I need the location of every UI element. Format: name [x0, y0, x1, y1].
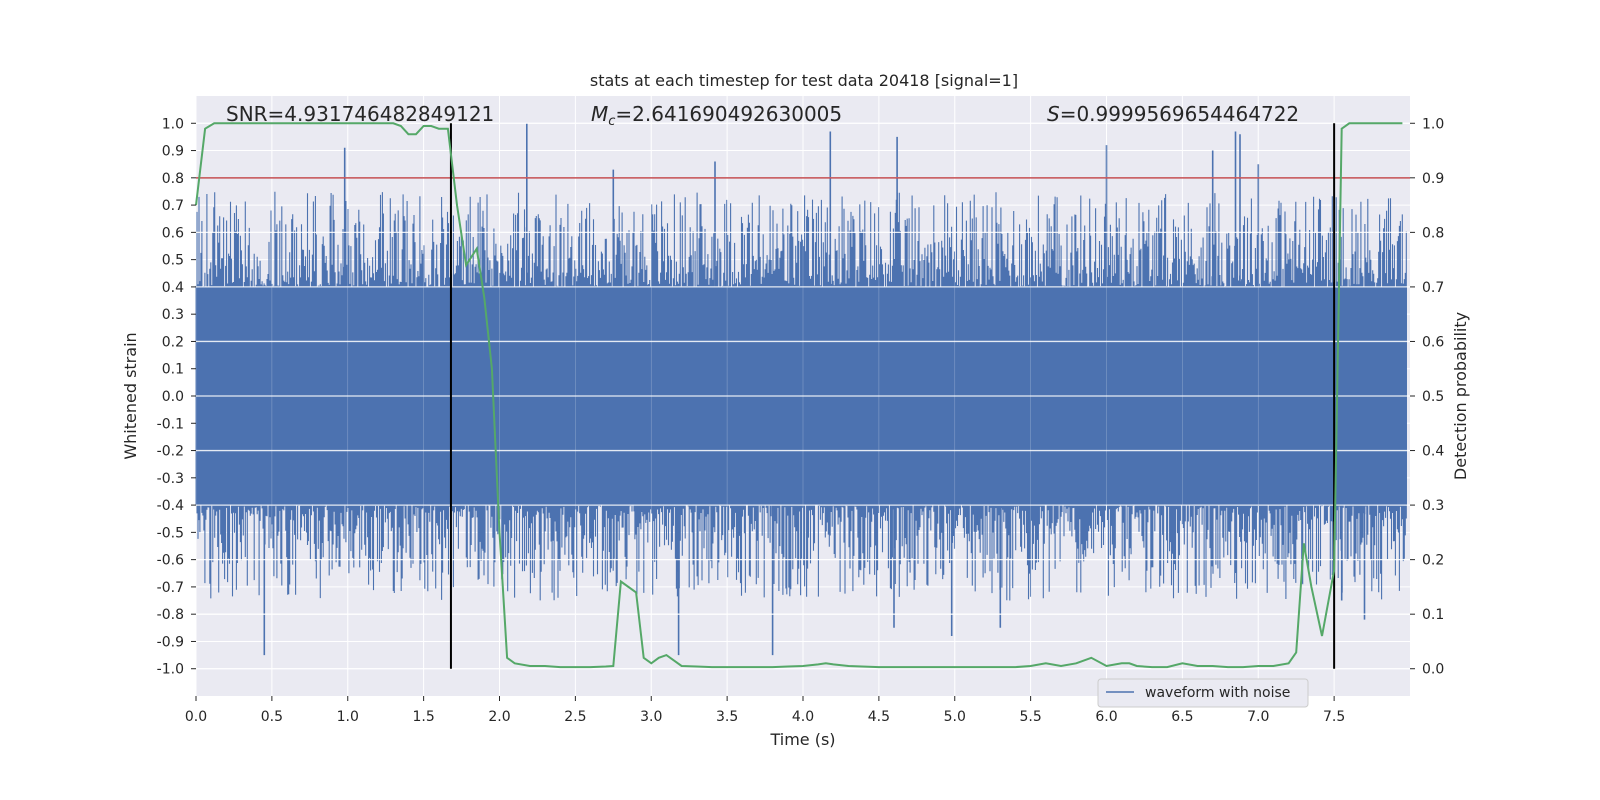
- right-tick-label: 0.9: [1422, 171, 1444, 187]
- x-tick-label: 7.0: [1247, 709, 1269, 725]
- x-tick-label: 6.0: [1095, 709, 1117, 725]
- right-tick-label: 0.6: [1422, 334, 1444, 350]
- left-tick-label: 0.1: [162, 362, 184, 378]
- chirp-mass-annotation: Mc=2.641690492630005: [591, 102, 842, 129]
- x-tick-label: 1.5: [412, 709, 434, 725]
- right-tick-label: 0.4: [1422, 444, 1444, 460]
- x-tick-label: 2.5: [564, 709, 586, 725]
- left-tick-label: 0.3: [162, 307, 184, 323]
- left-tick-label: 0.9: [162, 144, 184, 160]
- left-tick-label: -1.0: [157, 662, 184, 678]
- chart-title: stats at each timestep for test data 204…: [590, 71, 1018, 90]
- right-axis-ticks: 1.0 0.9 0.8 0.7 0.6 0.5 0.4 0.3 0.2 0.1 0.0: [1410, 116, 1444, 678]
- right-tick-label: 1.0: [1422, 116, 1444, 132]
- chirp-mass-value: =2.641690492630005: [615, 102, 842, 126]
- score-value: =0.9999569654464722: [1060, 102, 1299, 126]
- left-tick-label: 0.5: [162, 253, 184, 269]
- left-tick-label: -0.5: [157, 525, 184, 541]
- legend-label: waveform with noise: [1145, 685, 1290, 701]
- right-tick-label: 0.5: [1422, 389, 1444, 405]
- x-tick-label: 0.0: [185, 709, 207, 725]
- x-axis-ticks: 0.0 0.5 1.0 1.5 2.0 2.5 3.0 3.5 4.0 4.5 5.0 5.5 6.0 6…: [185, 696, 1345, 725]
- left-tick-label: -0.1: [157, 416, 184, 432]
- chirp-mass-symbol: M: [591, 102, 608, 126]
- score-annotation: S=0.9999569654464722: [1047, 102, 1299, 126]
- left-tick-label: 0.0: [162, 389, 184, 405]
- left-tick-label: 1.0: [162, 116, 184, 132]
- left-tick-label: 0.7: [162, 198, 184, 214]
- left-axis-label: Whitened strain: [121, 332, 140, 459]
- left-tick-label: 0.8: [162, 171, 184, 187]
- left-tick-label: -0.2: [157, 444, 184, 460]
- legend: waveform with noise: [1097, 678, 1309, 708]
- right-tick-label: 0.7: [1422, 280, 1444, 296]
- x-tick-label: 0.5: [261, 709, 283, 725]
- x-tick-label: 6.5: [1171, 709, 1193, 725]
- left-tick-label: -0.3: [157, 471, 184, 487]
- left-axis-ticks: 1.0 0.9 0.8 0.7 0.6 0.5 0.4 0.3 0.2 0.1 0.0 -0.1 -0.…: [157, 116, 196, 678]
- left-tick-label: -0.9: [157, 634, 184, 650]
- left-tick-label: -0.6: [157, 553, 184, 569]
- right-tick-label: 0.1: [1422, 607, 1444, 623]
- event-lines: [449, 123, 1336, 669]
- x-tick-label: 7.5: [1323, 709, 1345, 725]
- right-tick-label: 0.3: [1422, 498, 1444, 514]
- x-axis-label: Time (s): [769, 730, 835, 749]
- chirp-mass-subscript: c: [608, 114, 615, 129]
- x-tick-label: 5.0: [944, 709, 966, 725]
- left-tick-label: 0.2: [162, 334, 184, 350]
- right-axis-label: Detection probability: [1451, 312, 1470, 480]
- snr-annotation: SNR=4.931746482849121: [226, 102, 494, 126]
- x-tick-label: 5.5: [1019, 709, 1041, 725]
- x-tick-label: 3.0: [640, 709, 662, 725]
- left-tick-label: 0.4: [162, 280, 184, 296]
- right-tick-label: 0.2: [1422, 553, 1444, 569]
- probability-series: [195, 122, 1403, 669]
- right-tick-label: 0.0: [1422, 662, 1444, 678]
- x-tick-label: 4.0: [792, 709, 814, 725]
- x-tick-label: 2.0: [488, 709, 510, 725]
- left-tick-label: -0.7: [157, 580, 184, 596]
- right-tick-label: 0.8: [1422, 225, 1444, 241]
- x-tick-label: 1.0: [337, 709, 359, 725]
- x-tick-label: 4.5: [868, 709, 890, 725]
- left-tick-label: -0.4: [157, 498, 184, 514]
- left-tick-label: -0.8: [157, 607, 184, 623]
- probability-line: [195, 122, 1403, 669]
- legend-box: [1097, 678, 1309, 708]
- score-symbol: S: [1047, 102, 1060, 126]
- left-tick-label: 0.6: [162, 225, 184, 241]
- x-tick-label: 3.5: [716, 709, 738, 725]
